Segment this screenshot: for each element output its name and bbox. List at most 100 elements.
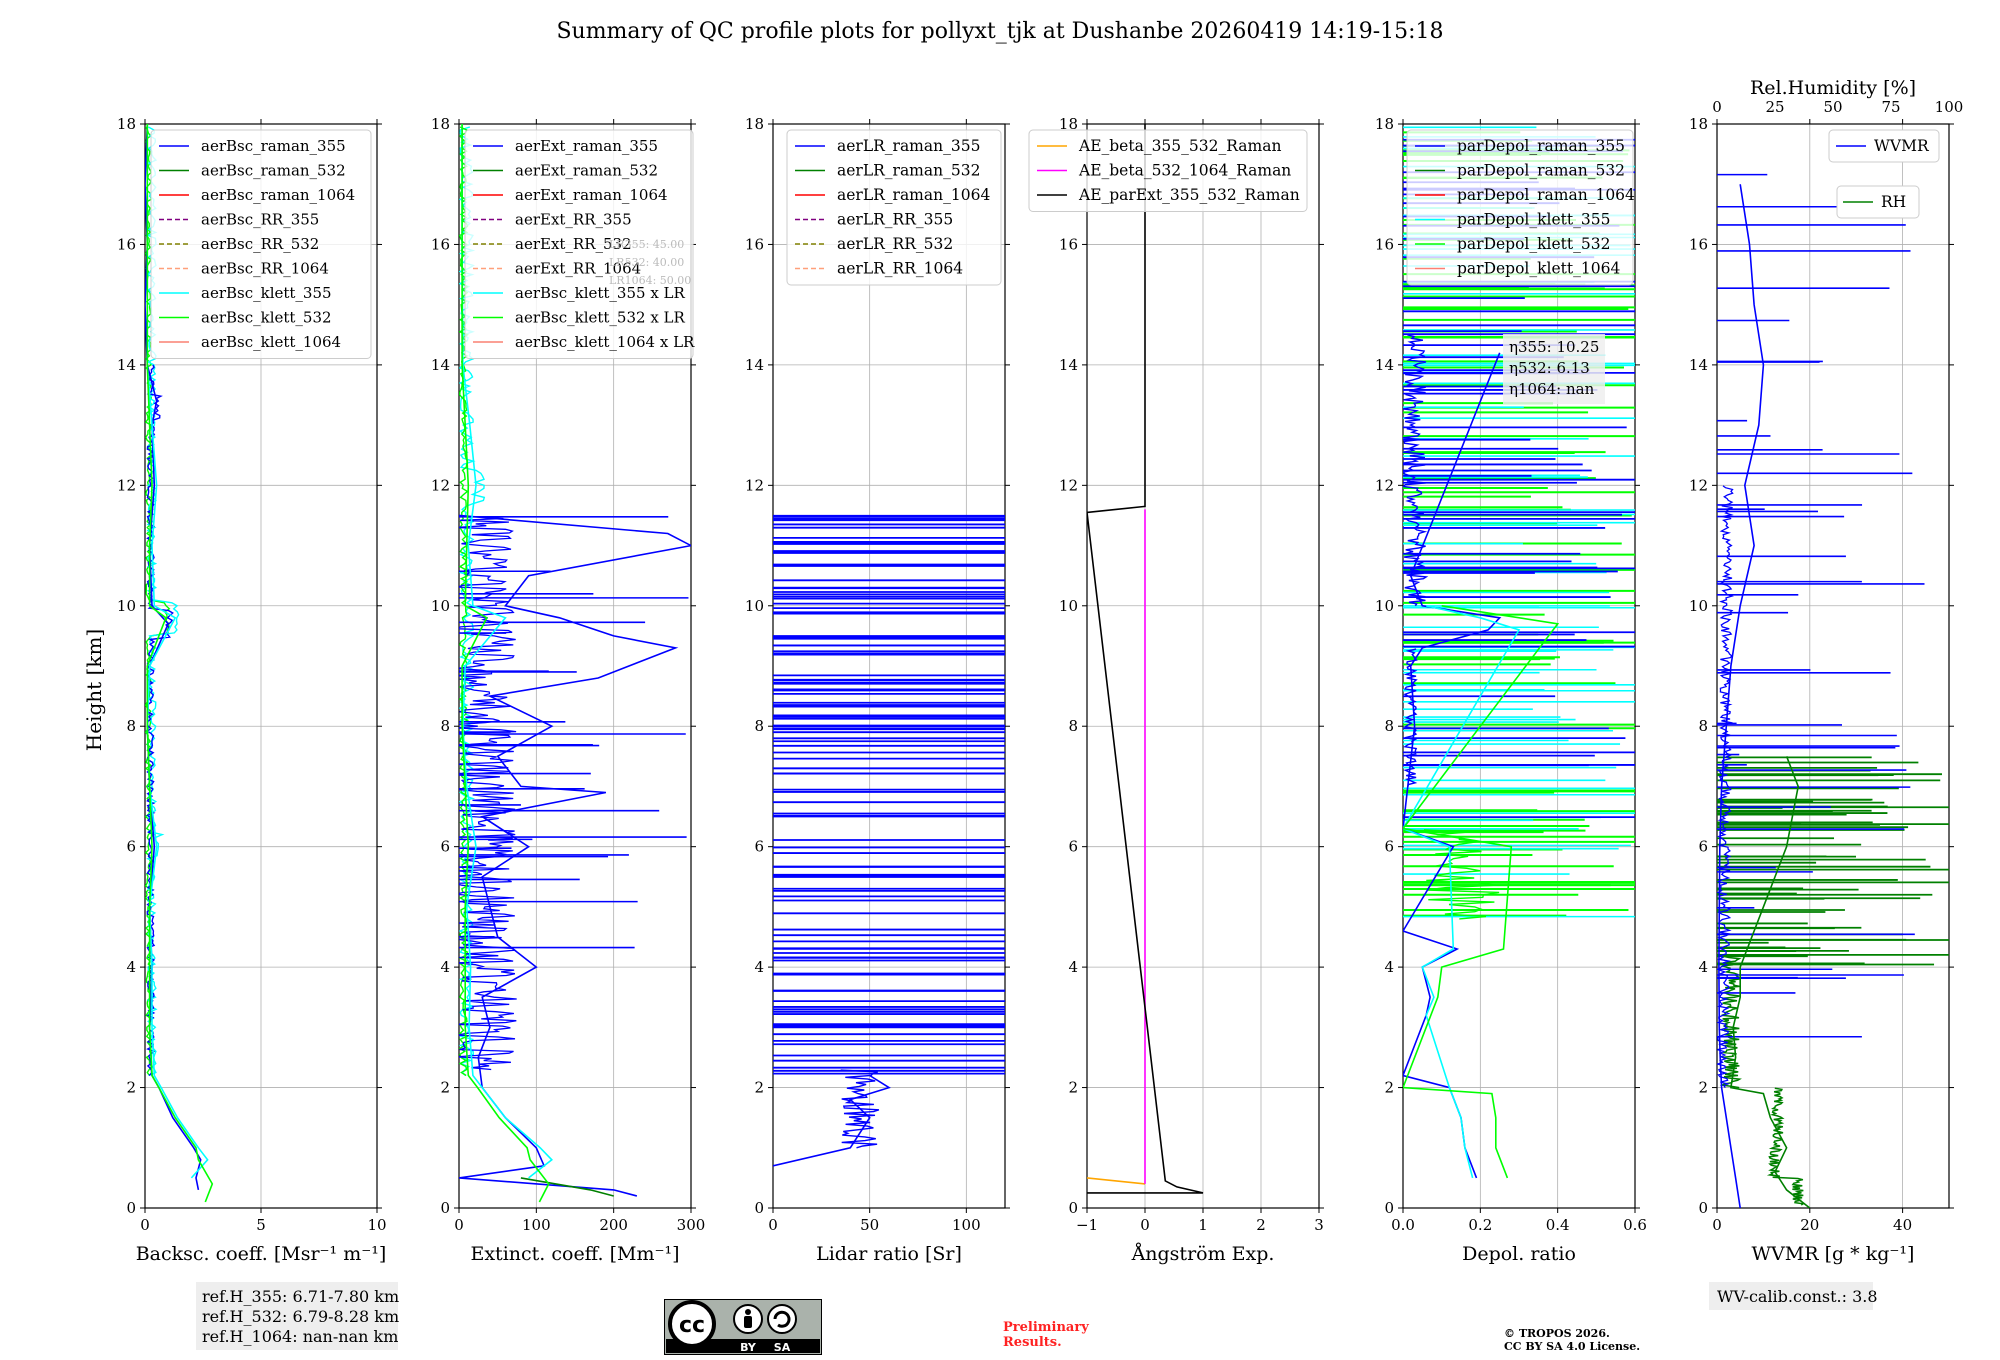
y-tick-label: 0 (1068, 1199, 1078, 1217)
x-tick-label: 0 (1712, 1216, 1722, 1234)
top-x-axis-label: Rel.Humidity [%] (1750, 77, 1916, 99)
legend-box (1406, 129, 1634, 286)
panel-depol: 0 2 4 6 8 10 12 14 16 18 0.0 0.2 0.4 0.6 Depol. ratio p… (1375, 115, 1647, 1265)
panel-extinction: 0 2 4 6 8 10 12 14 16 18 0 100 200 300 Extinct. coeff.… (431, 115, 705, 1265)
cc-logo-text: cc (679, 1313, 705, 1338)
by-person-body (744, 1316, 752, 1328)
wv-calib-text: WV-calib.const.: 3.8 (1717, 1287, 1878, 1306)
legend-label-aerext-raman-532: aerExt_raman_532 (515, 162, 658, 180)
legend-label-rh: RH (1881, 193, 1906, 211)
top-x-tick-label: 0 (1712, 98, 1722, 116)
axes-frame (772, 123, 1006, 1209)
y-tick-label: 12 (431, 476, 450, 494)
legend-label-aerbsc-klett-1064: aerBsc_klett_1064 (201, 333, 341, 351)
x-axis-label: Backsc. coeff. [Msr⁻¹ m⁻¹] (136, 1243, 387, 1265)
preliminary-line2: Results. (1003, 1335, 1062, 1350)
legend-label-aerlr-raman-1064: aerLR_raman_1064 (837, 186, 990, 204)
y-tick-label: 0 (126, 1199, 136, 1217)
series-detail-rh (1766, 1087, 1806, 1206)
x-tick-label: 100 (522, 1216, 551, 1234)
legend-label-ae-beta-355-532-raman: AE_beta_355_532_Raman (1078, 137, 1281, 155)
lr-note: LR1064: 50.00 (609, 274, 691, 287)
x-tick-label: 1 (1198, 1216, 1208, 1234)
legend-label-aerext-raman-1064: aerExt_raman_1064 (515, 186, 668, 204)
y-tick-label: 6 (754, 838, 764, 856)
y-tick-label: 4 (1068, 958, 1078, 976)
ref-height-text: ref.H_532: 6.79-8.28 km (202, 1307, 399, 1326)
panel-backscatter: 0 2 4 6 8 10 12 14 16 18 0 5 10 Backsc. coeff. [Msr⁻¹… (117, 115, 387, 1265)
y-tick-label: 14 (1375, 356, 1394, 374)
lr-note: LR355: 45.00 (609, 238, 684, 251)
legend-label-aerext-rr-1064: aerExt_RR_1064 (515, 260, 641, 278)
y-tick-label: 14 (1059, 356, 1078, 374)
x-tick-label: 0 (1140, 1216, 1150, 1234)
x-tick-label: 0.2 (1468, 1216, 1492, 1234)
y-tick-label: 18 (1375, 115, 1394, 133)
y-tick-label: 0 (440, 1199, 450, 1217)
y-tick-label: 12 (745, 476, 764, 494)
x-tick-label: 2 (1256, 1216, 1266, 1234)
legend-box (150, 129, 372, 359)
ref-height-text: ref.H_1064: nan-nan km (202, 1327, 398, 1346)
series-aerbsc-klett-355-x-lr (461, 124, 553, 1179)
y-tick-label: 10 (1059, 597, 1078, 615)
x-tick-label: 20 (1800, 1216, 1819, 1234)
legend-label-aerbsc-klett-355: aerBsc_klett_355 (201, 284, 332, 302)
y-tick-label: 6 (126, 838, 136, 856)
legend-label-aerbsc-klett-532: aerBsc_klett_532 (201, 309, 332, 327)
y-tick-label: 10 (1689, 597, 1708, 615)
x-tick-label: 40 (1893, 1216, 1912, 1234)
ref-height-box (196, 1282, 398, 1350)
axes-frame (1716, 123, 1950, 1209)
x-tick-label: 0.4 (1546, 1216, 1570, 1234)
y-tick-label: 4 (1698, 958, 1708, 976)
x-tick-label: 5 (256, 1216, 266, 1234)
figure-title: Summary of QC profile plots for pollyxt_… (556, 19, 1443, 44)
cc-by-sa-badge: cc BY SA (664, 1299, 822, 1355)
legend-label-ae-parext-355-532-raman: AE_parExt_355_532_Raman (1078, 186, 1300, 204)
copyright-line1: © TROPOS 2026. (1504, 1327, 1610, 1340)
series-aerbsc-klett-532-x-lr (461, 124, 550, 1203)
series-wvmr (1718, 184, 1765, 1208)
y-tick-label: 6 (1698, 838, 1708, 856)
legend-label-pardepol-klett-532: parDepol_klett_532 (1457, 235, 1610, 253)
preliminary-line1: Preliminary (1003, 1320, 1089, 1335)
legend-label-aerext-rr-355: aerExt_RR_355 (515, 211, 632, 229)
legend-label-aerlr-rr-532: aerLR_RR_532 (837, 235, 953, 253)
y-tick-label: 14 (431, 356, 450, 374)
legend-label-pardepol-klett-355: parDepol_klett_355 (1457, 211, 1610, 229)
y-tick-label: 2 (1068, 1079, 1078, 1097)
series-pardepol-raman-355 (1403, 352, 1502, 1179)
legend-label-aerbsc-raman-1064: aerBsc_raman_1064 (201, 186, 355, 204)
legend-label-aerext-rr-532: aerExt_RR_532 (515, 235, 632, 253)
x-axis-label: Depol. ratio (1462, 1243, 1576, 1265)
y-tick-label: 6 (1068, 838, 1078, 856)
legend-label-aerlr-raman-355: aerLR_raman_355 (837, 137, 980, 155)
y-tick-label: 18 (745, 115, 764, 133)
legend-box-wvmr (1828, 129, 1940, 163)
eta-text: η355: 10.25 (1509, 338, 1599, 356)
top-x-tick-label: 75 (1881, 98, 1900, 116)
x-tick-label: 100 (952, 1216, 981, 1234)
y-tick-label: 16 (1059, 235, 1078, 253)
copyright-line2: CC BY SA 4.0 License. (1504, 1340, 1640, 1353)
y-tick-label: 10 (1375, 597, 1394, 615)
x-axis-label: Lidar ratio [Sr] (816, 1243, 962, 1265)
y-tick-label: 18 (431, 115, 450, 133)
legend-label-aerext-raman-355: aerExt_raman_355 (515, 137, 658, 155)
legend-box (786, 129, 1002, 286)
y-tick-label: 12 (1689, 476, 1708, 494)
y-tick-label: 2 (126, 1079, 136, 1097)
x-tick-label: 3 (1314, 1216, 1324, 1234)
x-tick-label: 50 (860, 1216, 879, 1234)
legend-label-aerlr-rr-1064: aerLR_RR_1064 (837, 260, 963, 278)
legend-label-ae-beta-532-1064-raman: AE_beta_532_1064_Raman (1078, 162, 1291, 180)
y-tick-label: 4 (440, 958, 450, 976)
y-axis-label: Height [km] (82, 629, 106, 751)
y-tick-label: 14 (1689, 356, 1708, 374)
legend-label-pardepol-raman-532: parDepol_raman_532 (1457, 162, 1625, 180)
y-tick-label: 8 (754, 717, 764, 735)
